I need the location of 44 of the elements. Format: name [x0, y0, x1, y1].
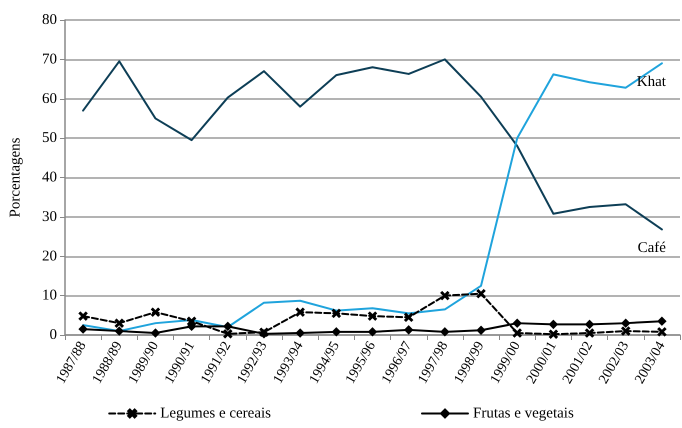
- y-tick-label: 70: [42, 51, 57, 68]
- point: [404, 312, 414, 322]
- point: [150, 328, 160, 338]
- point: [440, 290, 450, 300]
- legend-label: Legumes e cereais: [160, 406, 272, 422]
- point: [620, 326, 630, 336]
- y-tick-label: 20: [42, 248, 57, 264]
- y-tick-label: 50: [42, 130, 57, 146]
- y-tick-label: 10: [42, 288, 57, 304]
- point: [476, 326, 486, 335]
- point: [114, 318, 124, 328]
- point: [512, 328, 522, 338]
- series-label: Khat: [636, 74, 667, 90]
- point: [295, 307, 305, 317]
- point: [368, 327, 377, 336]
- point: [332, 327, 341, 336]
- y-tick-label: 40: [42, 170, 57, 186]
- point: [78, 324, 88, 334]
- point: [223, 322, 232, 331]
- point: [368, 311, 378, 321]
- y-tick-label: 60: [42, 90, 57, 107]
- point: [223, 329, 233, 339]
- y-tick-label: 80: [42, 12, 57, 28]
- point: [476, 288, 486, 298]
- point: [512, 318, 522, 328]
- point: [114, 326, 124, 336]
- point: [621, 318, 630, 328]
- point: [404, 325, 414, 334]
- point: [296, 328, 305, 338]
- point: [584, 328, 594, 338]
- point: [78, 311, 88, 321]
- legend-label: Frutas e vegetais: [472, 406, 574, 422]
- point: [332, 308, 342, 318]
- series-label: Café: [638, 240, 666, 256]
- point: [548, 329, 558, 339]
- y-axis-title: Porcentagens: [8, 137, 24, 218]
- point: [657, 327, 667, 337]
- point: [548, 320, 558, 329]
- y-tick-label: 30: [42, 208, 57, 225]
- point: [440, 327, 450, 336]
- y-tick-label: 0: [50, 327, 57, 343]
- point: [657, 316, 666, 326]
- point: [585, 320, 594, 329]
- point: [150, 307, 160, 317]
